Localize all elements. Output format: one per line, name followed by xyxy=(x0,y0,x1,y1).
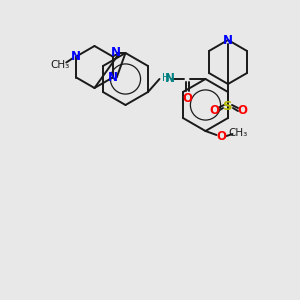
Text: N: N xyxy=(108,71,118,84)
Text: N: N xyxy=(71,50,81,63)
Text: O: O xyxy=(217,130,226,143)
Text: S: S xyxy=(223,100,233,112)
Text: CH₃: CH₃ xyxy=(229,128,248,138)
Text: N: N xyxy=(223,34,233,46)
Text: O: O xyxy=(182,92,193,106)
Text: O: O xyxy=(237,103,247,116)
Text: CH₃: CH₃ xyxy=(51,59,70,70)
Text: N: N xyxy=(164,73,175,85)
Text: N: N xyxy=(110,46,121,59)
Text: H: H xyxy=(162,73,170,83)
Text: O: O xyxy=(209,103,219,116)
